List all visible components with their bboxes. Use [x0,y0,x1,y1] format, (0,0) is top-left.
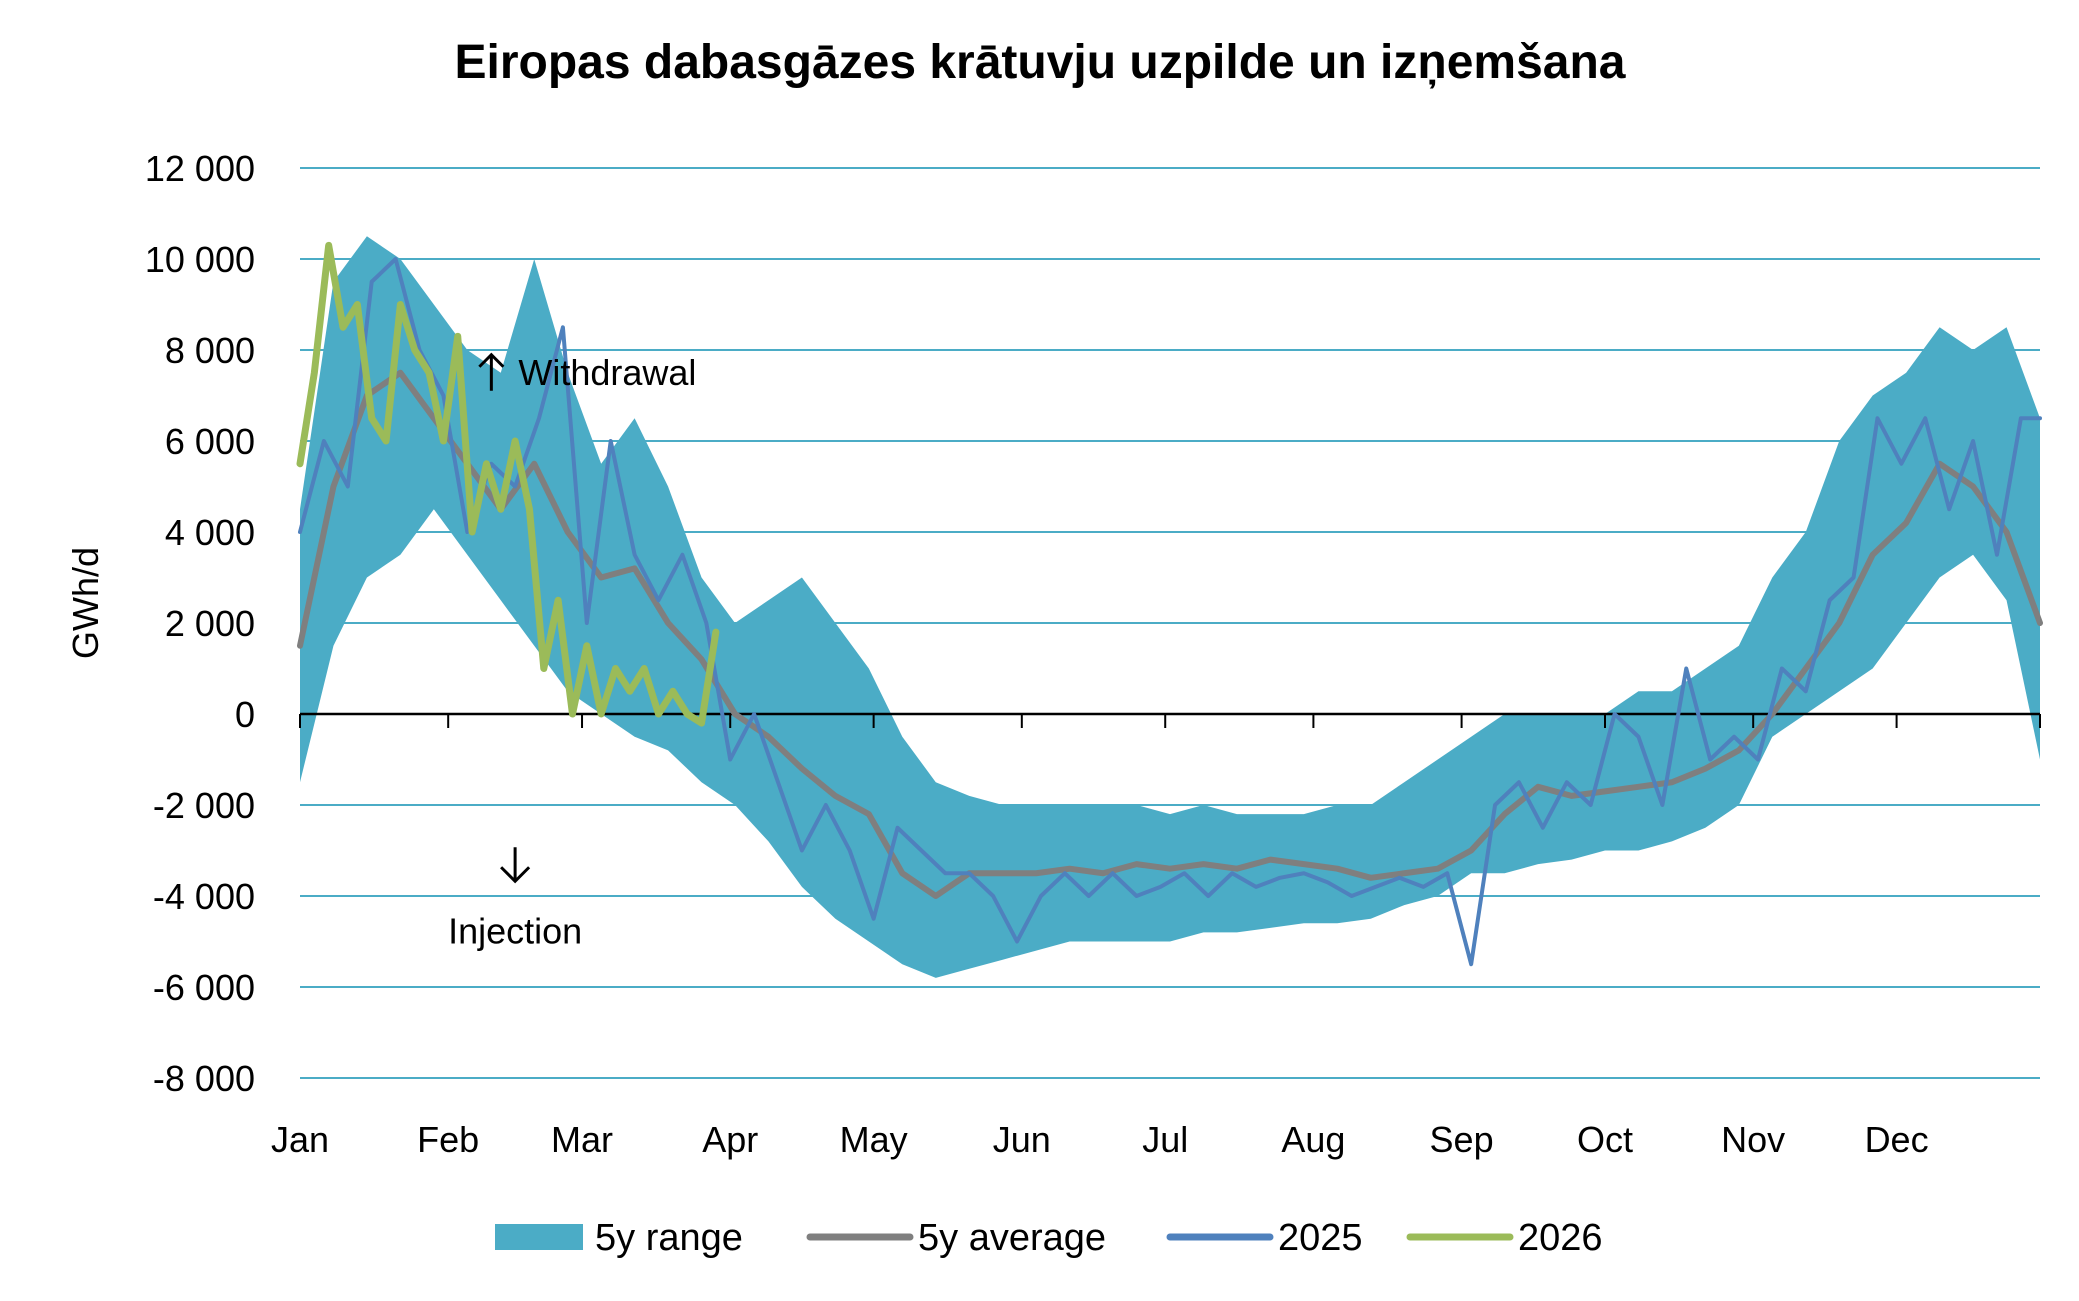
y-tick-label: 6 000 [165,421,255,462]
y-tick-label: 12 000 [145,148,255,189]
y-tick-label: 0 [235,694,255,735]
x-tick-label: Jul [1142,1119,1188,1160]
y-tick-label: -6 000 [153,967,255,1008]
x-tick-label: Apr [702,1119,758,1160]
y-tick-labels: 12 000 10 000 8 000 6 000 4 000 2 000 0 -2 000 -… [145,148,255,1099]
annotations: Withdrawal Injection [448,352,696,952]
annotation-label: Injection [448,910,582,951]
x-tick-label: Dec [1865,1119,1929,1160]
y-tick-label: 8 000 [165,330,255,371]
legend-label: 2026 [1518,1217,1603,1259]
legend-label: 2025 [1278,1217,1363,1259]
x-tick-label: Mar [551,1119,613,1160]
y-tick-label: -8 000 [153,1058,255,1099]
x-tick-label: May [840,1119,908,1160]
x-tick-label: Sep [1430,1119,1494,1160]
series-2025 [298,257,2042,967]
x-tick-label: Aug [1281,1119,1345,1160]
x-tick-label: Jun [993,1119,1051,1160]
x-tick-label: Feb [417,1119,479,1160]
series-5y-average [297,369,2043,899]
arrow-up-icon [478,352,505,391]
y-tick-label: 2 000 [165,603,255,644]
y-tick-label: 4 000 [165,512,255,553]
y-axis-label: GWh/d [65,547,106,659]
arrow-down-icon [500,847,531,884]
legend-swatch [495,1224,583,1250]
series-2026 [296,241,720,727]
plot-area [296,236,2043,978]
y-tick-label: -4 000 [153,876,255,917]
legend-label: 5y range [595,1217,743,1259]
chart-title: Eiropas dabasgāzes krātuvju uzpilde un i… [454,36,1625,89]
x-tick-label: Jan [271,1119,329,1160]
x-tick-label: Oct [1577,1119,1633,1160]
legend-label: 5y average [918,1217,1106,1259]
y-tick-label: 10 000 [145,239,255,280]
x-tick-label: Nov [1721,1119,1785,1160]
annotation-label: Withdrawal [518,352,696,393]
legend: 5y range 5y average 2025 2026 [495,1217,1603,1259]
y-tick-label: -2 000 [153,785,255,826]
x-tick-labels: Jan Feb Mar Apr May Jun Jul Aug Sep Oct Nov Dec [271,1119,1929,1160]
